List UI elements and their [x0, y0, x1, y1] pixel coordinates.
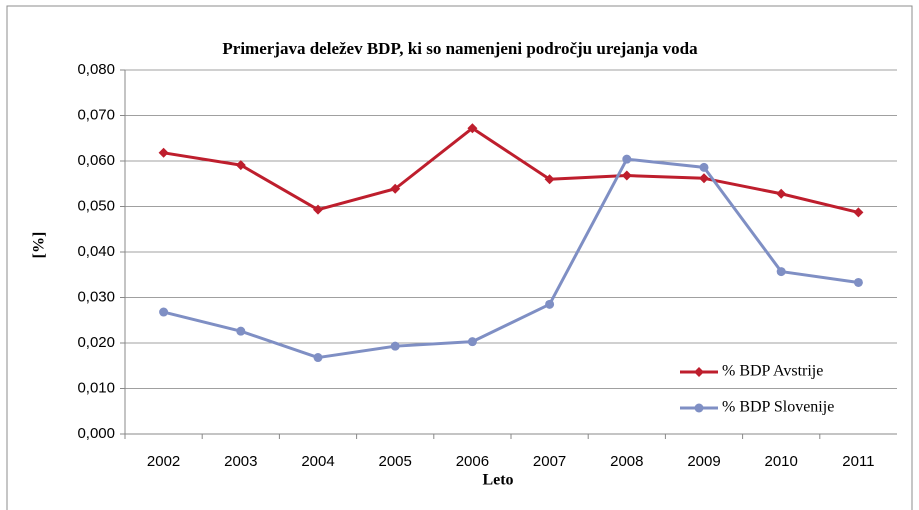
data-point [545, 299, 555, 309]
x-tick-label: 2007 [533, 453, 566, 470]
data-point [467, 337, 477, 347]
y-tick-label: 0,020 [77, 334, 115, 351]
x-tick-label: 2004 [301, 453, 334, 470]
y-axis-label: [%] [31, 232, 48, 259]
x-tick-label: 2011 [842, 453, 874, 470]
data-point [313, 353, 323, 363]
data-point [235, 160, 246, 171]
data-point [621, 170, 632, 181]
legend-label: % BDP Avstrije [722, 363, 823, 380]
data-point [853, 277, 863, 287]
x-tick-label: 2009 [687, 453, 720, 470]
legend-label: % BDP Slovenije [722, 399, 834, 416]
y-tick-label: 0,040 [77, 243, 115, 260]
data-point [313, 204, 323, 215]
data-point [853, 207, 864, 218]
data-point [699, 173, 709, 184]
data-point [776, 188, 787, 199]
data-point [390, 341, 400, 351]
data-point [467, 123, 478, 134]
data-point [390, 183, 401, 194]
data-point [699, 162, 709, 172]
x-axis-label: Leto [482, 472, 513, 489]
y-tick-label: 0,010 [77, 379, 115, 396]
chart-title: Primerjava deležev BDP, ki so namenjeni … [222, 39, 698, 58]
legend-marker [694, 403, 704, 413]
data-point [159, 307, 169, 317]
y-tick-label: 0,060 [77, 152, 115, 169]
legend-marker [694, 367, 704, 377]
series-line [163, 126, 859, 214]
data-point [776, 267, 786, 277]
y-tick-label: 0,080 [77, 61, 115, 78]
data-point [544, 174, 555, 185]
data-point [622, 154, 632, 164]
data-point [158, 147, 169, 158]
x-tick-label: 2005 [379, 453, 412, 470]
y-tick-label: 0,070 [77, 106, 115, 123]
data-point [236, 326, 246, 336]
x-tick-label: 2008 [610, 453, 643, 470]
y-tick-label: 0,000 [77, 425, 115, 442]
chart-frame [6, 5, 913, 510]
x-tick-label: 2003 [224, 453, 257, 470]
series-line [163, 157, 859, 360]
x-tick-label: 2002 [147, 453, 180, 470]
y-tick-label: 0,030 [77, 288, 115, 305]
y-tick-label: 0,050 [77, 197, 115, 214]
x-tick-label: 2006 [456, 453, 489, 470]
x-tick-label: 2010 [765, 453, 798, 470]
